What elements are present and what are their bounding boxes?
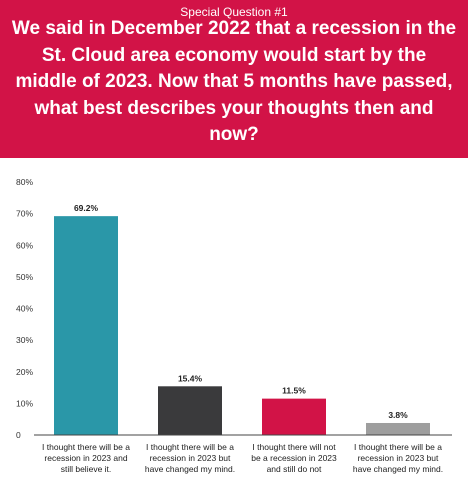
x-category-label: I thought there will not be a recession i… xyxy=(251,442,337,474)
y-tick-label: 10% xyxy=(16,398,33,408)
y-tick-label: 80% xyxy=(16,177,33,187)
y-tick-label: 40% xyxy=(16,304,33,314)
banner-title: We said in December 2022 that a recessio… xyxy=(11,18,457,145)
bar-chart: 0 10% 20% 30% 40% 50% 60% 70% 80% 69.2% 15.4% 11.5… xyxy=(16,177,452,474)
y-tick-label: 20% xyxy=(16,367,33,377)
y-tick-label: 0 xyxy=(16,430,21,440)
bar xyxy=(158,386,222,435)
x-category-label: I thought there will be a recession in 20… xyxy=(145,442,235,474)
data-label: 15.4% xyxy=(178,373,203,383)
bar xyxy=(262,398,326,435)
x-category-label: I thought there will be a recession in 20… xyxy=(353,442,443,474)
question-banner: Special Question #1 We said in December … xyxy=(0,0,468,158)
x-axis: I thought there will be a recession in 20… xyxy=(34,434,452,474)
bars xyxy=(54,216,430,435)
y-tick-label: 60% xyxy=(16,240,33,250)
y-tick-label: 50% xyxy=(16,272,33,282)
y-tick-label: 70% xyxy=(16,209,33,219)
bar xyxy=(54,216,118,435)
data-label: 69.2% xyxy=(74,203,99,213)
y-tick-label: 30% xyxy=(16,335,33,345)
banner-subtitle: Special Question #1 xyxy=(180,5,288,19)
x-category-label: I thought there will be a recession in 20… xyxy=(42,442,130,474)
bar xyxy=(366,422,430,435)
data-label: 3.8% xyxy=(388,410,408,420)
data-labels: 69.2% 15.4% 11.5% 3.8% xyxy=(74,203,408,420)
data-label: 11.5% xyxy=(282,386,306,396)
y-axis: 0 10% 20% 30% 40% 50% 60% 70% 80% xyxy=(16,177,33,440)
